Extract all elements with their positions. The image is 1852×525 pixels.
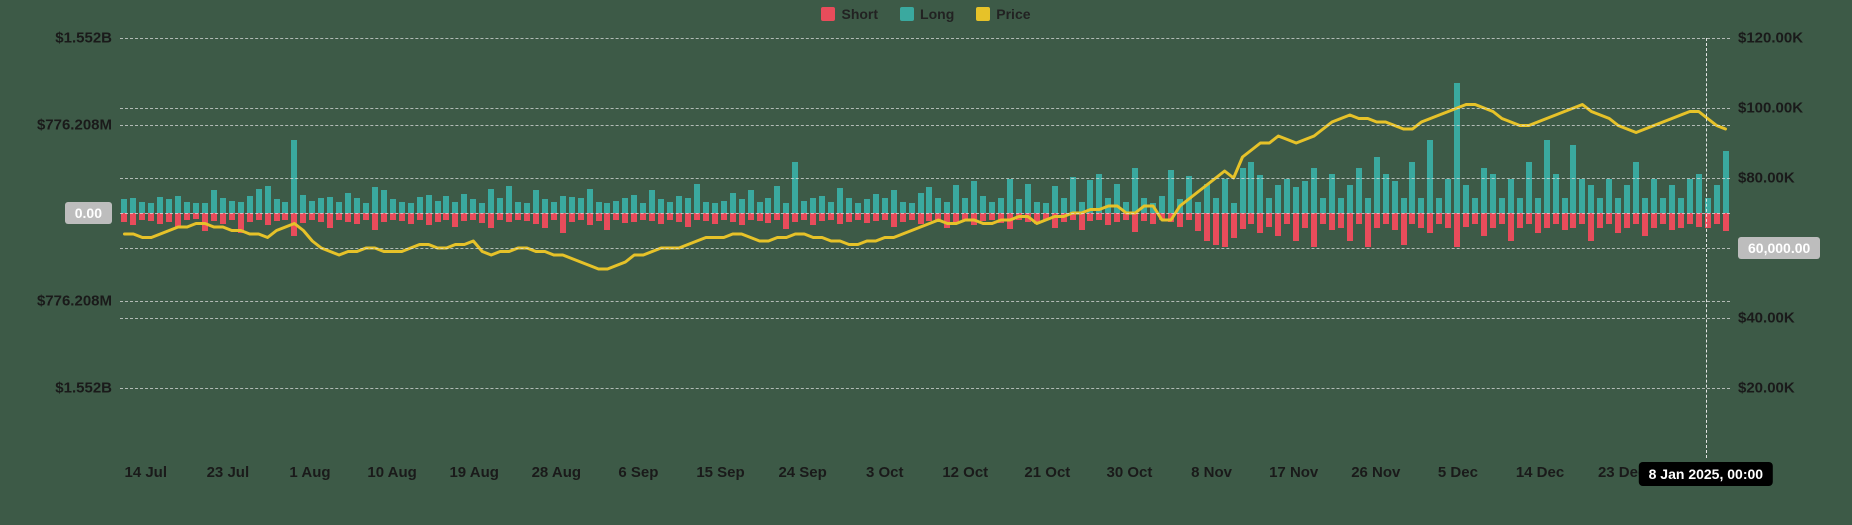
y-left-label: $1.552B <box>55 379 120 396</box>
x-axis-label: 28 Aug <box>532 464 581 481</box>
grid-line <box>120 108 1730 109</box>
grid-line <box>120 301 1730 302</box>
legend-swatch-short <box>821 7 835 21</box>
legend-item-short[interactable]: Short <box>821 6 878 22</box>
grid-line <box>120 213 1730 214</box>
x-axis-label: 21 Oct <box>1024 464 1070 481</box>
y-right-badge: 60,000.00 <box>1738 237 1820 259</box>
y-right-label: $100.00K <box>1730 100 1803 117</box>
legend-swatch-price <box>976 7 990 21</box>
x-axis-label: 17 Nov <box>1269 464 1318 481</box>
grid-line <box>120 318 1730 319</box>
legend-label-price: Price <box>996 6 1030 22</box>
price-line[interactable] <box>125 105 1726 270</box>
x-axis-label: 23 Jul <box>207 464 250 481</box>
cursor-line <box>1706 38 1707 458</box>
y-left-label: $776.208M <box>37 117 120 134</box>
grid-line <box>120 388 1730 389</box>
legend-label-long: Long <box>920 6 954 22</box>
x-axis-label: 1 Aug <box>289 464 330 481</box>
x-axis-label: 3 Oct <box>866 464 904 481</box>
grid-line <box>120 248 1730 249</box>
y-left-label: $776.208M <box>37 292 120 309</box>
y-right-label: $80.00K <box>1730 169 1795 186</box>
x-axis-label: 14 Dec <box>1516 464 1564 481</box>
x-axis-label: 10 Aug <box>367 464 416 481</box>
x-axis-label: 6 Sep <box>618 464 658 481</box>
legend-swatch-long <box>900 7 914 21</box>
grid-line <box>120 125 1730 126</box>
x-axis-label: 5 Dec <box>1438 464 1478 481</box>
y-left-zero-badge: 0.00 <box>65 202 112 224</box>
y-right-label: $40.00K <box>1730 310 1795 327</box>
x-axis-label: 14 Jul <box>124 464 167 481</box>
y-left-label: $1.552B <box>55 30 120 47</box>
liquidation-chart[interactable]: Short Long Price $1.552B$776.208M0.00$77… <box>0 0 1852 525</box>
legend: Short Long Price <box>0 6 1852 22</box>
legend-item-long[interactable]: Long <box>900 6 954 22</box>
grid-line <box>120 178 1730 179</box>
x-axis-label: 12 Oct <box>942 464 988 481</box>
x-axis-label: 19 Aug <box>449 464 498 481</box>
x-axis-label: 26 Nov <box>1351 464 1400 481</box>
x-axis-label: 8 Nov <box>1191 464 1232 481</box>
y-right-label: $20.00K <box>1730 379 1795 396</box>
grid-line <box>120 38 1730 39</box>
x-axis-label: 24 Sep <box>778 464 826 481</box>
x-axis-label: 30 Oct <box>1107 464 1153 481</box>
x-axis-label: 15 Sep <box>696 464 744 481</box>
plot-area[interactable]: $1.552B$776.208M0.00$776.208M$1.552B$120… <box>120 38 1730 458</box>
y-right-label: $120.00K <box>1730 30 1803 47</box>
legend-item-price[interactable]: Price <box>976 6 1030 22</box>
cursor-date-label: 8 Jan 2025, 00:00 <box>1639 462 1773 486</box>
legend-label-short: Short <box>841 6 878 22</box>
